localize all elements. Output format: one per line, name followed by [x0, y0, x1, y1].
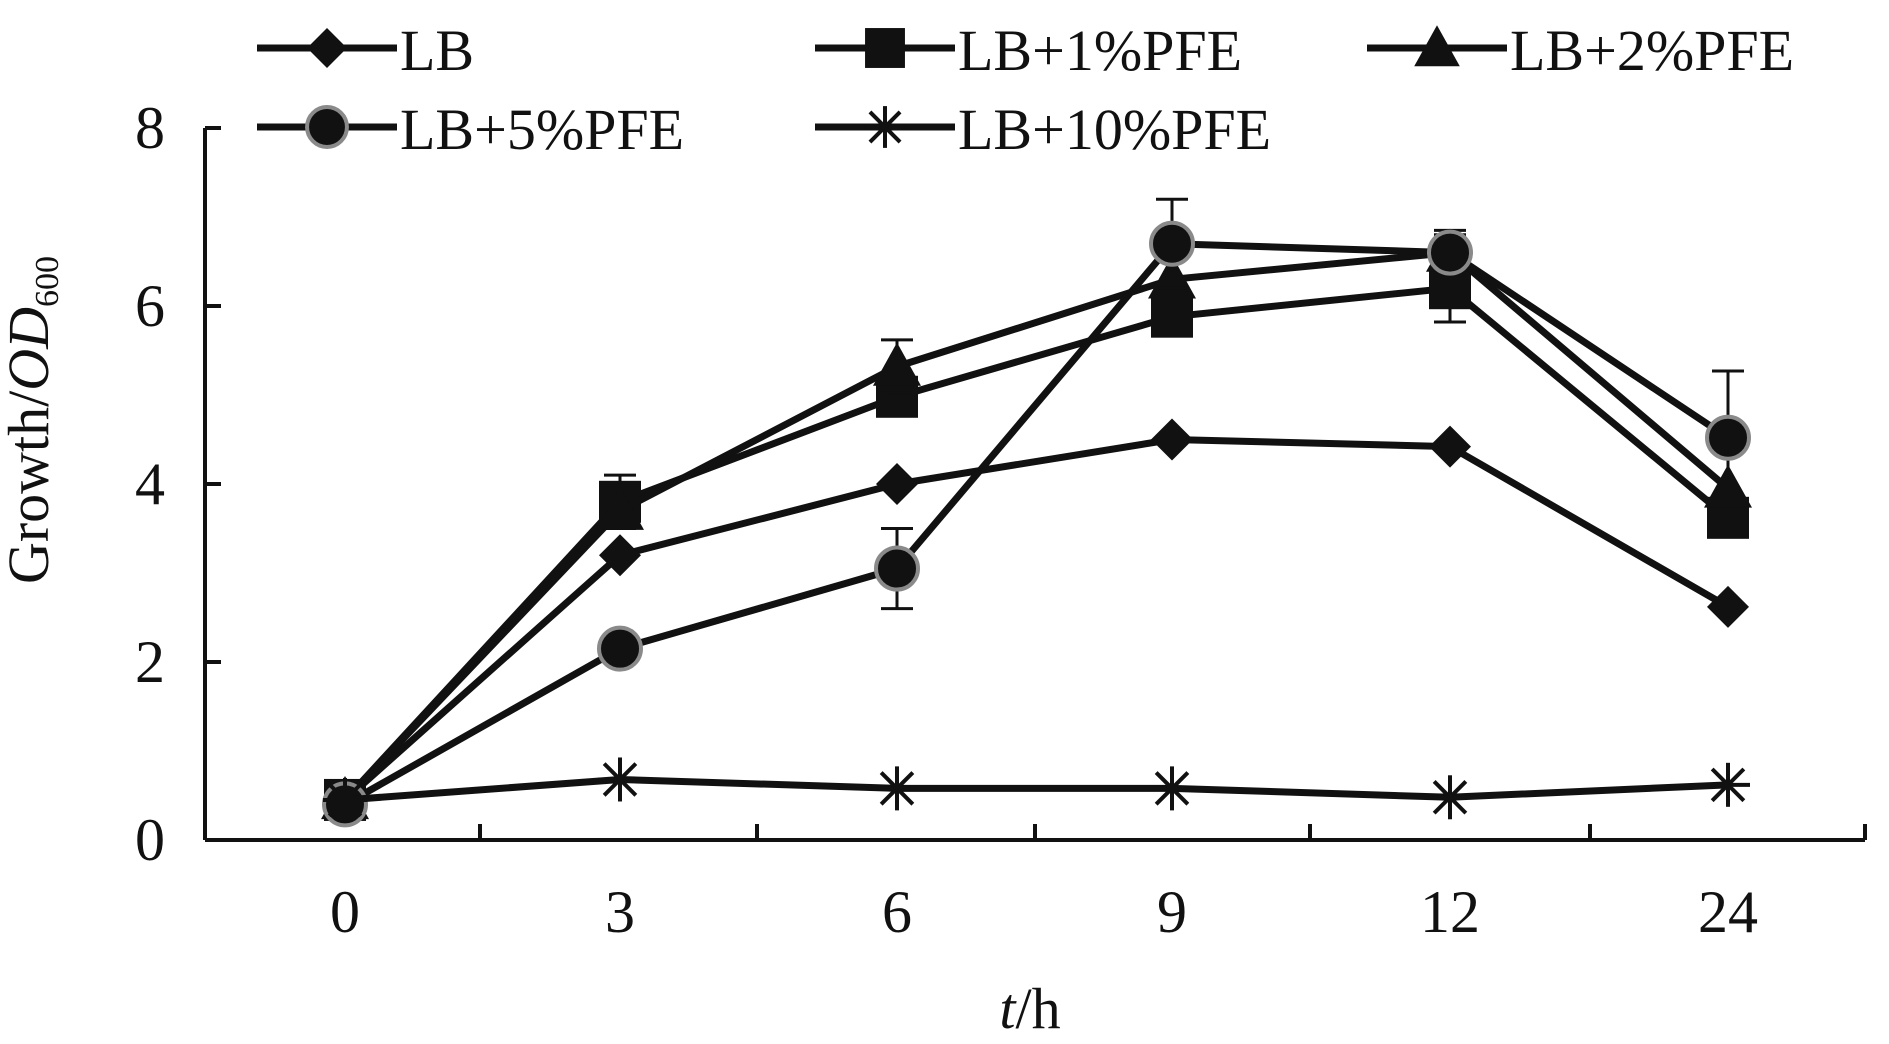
data-point — [1149, 220, 1195, 267]
legend-marker-circle-icon — [305, 105, 349, 149]
data-point — [1705, 414, 1751, 461]
x-tick-label: 0 — [330, 879, 360, 945]
x-tick-label: 6 — [882, 879, 912, 945]
legend-item: LB+2%PFE — [1367, 18, 1794, 83]
data-point — [873, 342, 921, 386]
legend-item: LB+5%PFE — [257, 97, 684, 162]
legend-item: LB — [257, 18, 474, 83]
data-point — [1429, 425, 1471, 468]
series-line — [344, 775, 1729, 804]
legend-item: LB+1%PFE — [815, 18, 1242, 83]
series-layer — [321, 197, 1752, 828]
y-tick-label: 8 — [135, 95, 165, 161]
y-tick-label: 4 — [135, 451, 165, 517]
legend-label: LB+2%PFE — [1510, 18, 1794, 83]
legend-label: LB+10%PFE — [958, 97, 1271, 162]
legend-label: LB+1%PFE — [958, 18, 1242, 83]
y-axis-label: Growth/OD600 — [0, 256, 66, 584]
legend-label: LB — [400, 18, 474, 83]
data-point — [596, 486, 644, 530]
y-tick-label: 0 — [135, 807, 165, 873]
data-point — [1151, 418, 1193, 461]
legend-marker-diamond-icon — [307, 28, 347, 68]
series-lb-10-pfe — [323, 757, 1750, 822]
series-lb-2-pfe — [321, 228, 1752, 820]
data-point — [599, 534, 641, 577]
legend-item: LB+10%PFE — [815, 97, 1271, 162]
data-point — [1706, 762, 1750, 807]
data-point — [1707, 585, 1749, 628]
x-axis-label-italic: t — [999, 976, 1017, 1039]
y-axis-label-italic: OD — [0, 307, 61, 391]
legend-marker-square-icon — [865, 28, 905, 68]
data-point — [1150, 766, 1194, 811]
data-point — [597, 625, 643, 672]
x-tick-label: 3 — [605, 879, 635, 945]
x-tick-label: 9 — [1157, 879, 1187, 945]
legend-marker-asterisk-icon — [864, 106, 906, 148]
series-lb-1-pfe — [324, 252, 1749, 821]
legend-label: LB+5%PFE — [400, 97, 684, 162]
legend-marker-triangle-icon — [1414, 25, 1460, 67]
data-point — [598, 757, 642, 802]
data-point — [875, 766, 919, 811]
data-point — [1427, 229, 1473, 276]
series-lb-5-pfe — [322, 197, 1751, 828]
series-lb — [324, 418, 1749, 821]
series-line — [342, 249, 1731, 803]
x-axis-label-rest: /h — [1016, 976, 1061, 1039]
y-axis-label-main: Growth/ — [0, 390, 61, 584]
axis-labels: Growth/OD600 t/h — [0, 256, 1061, 1041]
x-tick-label: 12 — [1420, 879, 1480, 945]
y-tick-label: 2 — [135, 629, 165, 695]
data-point — [1151, 295, 1193, 338]
data-point — [874, 545, 920, 592]
data-point — [1428, 775, 1472, 820]
series-line — [342, 284, 1731, 803]
y-tick-label: 6 — [135, 273, 165, 339]
legend: LB LB+1%PFE LB+2%PFE LB+5%PFE LB+10%PFE — [257, 18, 1794, 162]
series-line — [342, 436, 1730, 803]
x-axis-label: t/h — [999, 976, 1060, 1039]
x-tick-label: 24 — [1698, 879, 1758, 945]
data-point — [876, 463, 918, 505]
data-point — [323, 777, 367, 822]
y-axis-label-subscript: 600 — [29, 256, 66, 307]
series-line — [343, 240, 1730, 808]
